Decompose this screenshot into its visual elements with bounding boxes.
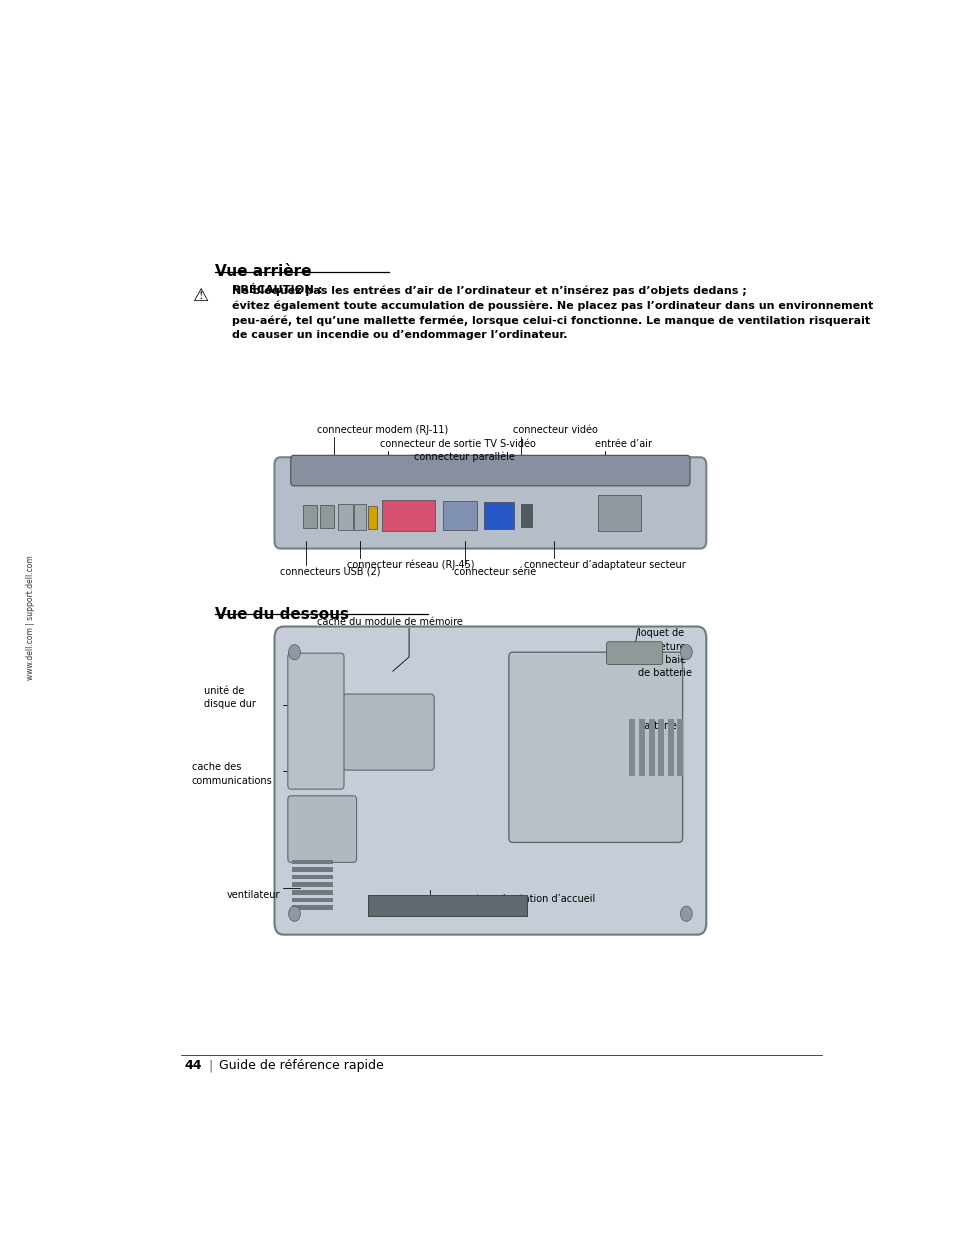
FancyBboxPatch shape: [343, 694, 434, 771]
Text: entrée d’air: entrée d’air: [594, 438, 651, 448]
Bar: [292, 898, 333, 903]
Bar: [368, 894, 527, 915]
FancyBboxPatch shape: [274, 626, 705, 935]
Circle shape: [288, 906, 300, 921]
FancyBboxPatch shape: [291, 456, 689, 485]
Bar: [658, 719, 663, 776]
Text: connecteur de sortie TV S-vidéo: connecteur de sortie TV S-vidéo: [379, 438, 535, 448]
Bar: [667, 719, 673, 776]
FancyBboxPatch shape: [288, 653, 344, 789]
Text: Vue du dessous: Vue du dessous: [215, 606, 349, 621]
Bar: [677, 719, 682, 776]
Bar: [292, 882, 333, 887]
Bar: [442, 501, 476, 530]
Text: PRÉCAUTION :: PRÉCAUTION :: [232, 285, 326, 295]
Text: unité de
disque dur: unité de disque dur: [204, 687, 256, 709]
Text: connecteur parallèle: connecteur parallèle: [413, 452, 514, 462]
Circle shape: [679, 645, 692, 659]
Text: connecteurs USB (2): connecteurs USB (2): [280, 567, 380, 577]
Bar: [337, 504, 353, 530]
Bar: [648, 719, 654, 776]
Text: connecteur d’adaptateur secteur: connecteur d’adaptateur secteur: [524, 559, 685, 571]
Text: connecteur modem (RJ-11): connecteur modem (RJ-11): [317, 425, 448, 436]
Bar: [354, 504, 366, 530]
Bar: [292, 874, 333, 879]
Bar: [484, 501, 514, 529]
Text: connecteur réseau (RJ-45): connecteur réseau (RJ-45): [347, 559, 474, 571]
Bar: [292, 890, 333, 894]
Text: Vue arrière: Vue arrière: [215, 264, 312, 279]
Bar: [302, 505, 317, 527]
Text: connecteur vidéo: connecteur vidéo: [512, 425, 597, 436]
Bar: [292, 867, 333, 872]
Bar: [629, 719, 635, 776]
Circle shape: [679, 906, 692, 921]
Bar: [292, 860, 333, 864]
Text: ⚠: ⚠: [192, 287, 208, 305]
Bar: [381, 500, 435, 531]
FancyBboxPatch shape: [274, 457, 705, 548]
Bar: [319, 505, 335, 527]
Bar: [598, 495, 640, 531]
Circle shape: [288, 645, 300, 659]
Bar: [639, 719, 644, 776]
Text: loquet de
fermeture
de la baie
de batterie: loquet de fermeture de la baie de batter…: [638, 629, 692, 678]
Text: cache du module de mémoire: cache du module de mémoire: [317, 616, 463, 626]
Text: Guide de référence rapide: Guide de référence rapide: [219, 1060, 383, 1072]
Text: 44: 44: [184, 1060, 202, 1072]
Text: www.dell.com | support.dell.com: www.dell.com | support.dell.com: [26, 555, 35, 680]
Bar: [367, 506, 376, 529]
Text: connecteur série: connecteur série: [454, 567, 536, 577]
Text: cache des
communications: cache des communications: [192, 762, 273, 785]
Text: connecteur de station d’accueil: connecteur de station d’accueil: [440, 894, 595, 904]
Bar: [292, 905, 333, 910]
Text: batterie: batterie: [638, 721, 677, 731]
FancyBboxPatch shape: [288, 795, 356, 862]
Bar: [520, 504, 531, 526]
Text: Ne bloquez pas les entrées d’air de l’ordinateur et n’insérez pas d’objets dedan: Ne bloquez pas les entrées d’air de l’or…: [232, 285, 872, 341]
FancyBboxPatch shape: [508, 652, 682, 842]
Text: ventilateur: ventilateur: [226, 889, 279, 899]
FancyBboxPatch shape: [606, 642, 662, 664]
Text: |: |: [208, 1060, 212, 1072]
